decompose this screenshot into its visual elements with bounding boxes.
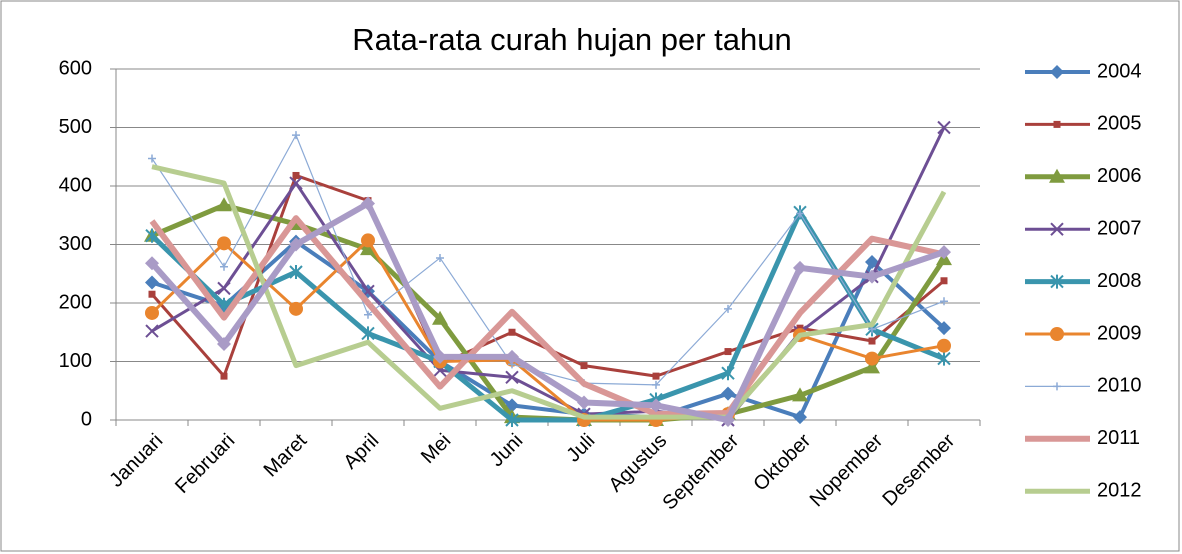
- series: [151, 164, 947, 420]
- marker: [505, 349, 519, 364]
- marker: [937, 321, 951, 336]
- marker: [217, 336, 231, 351]
- series: [149, 215, 945, 418]
- marker: [505, 413, 519, 427]
- series-line: [150, 238, 945, 422]
- marker: [937, 245, 951, 260]
- marker: [145, 275, 159, 290]
- marker: [652, 372, 660, 380]
- series-line: [151, 134, 945, 386]
- marker: [724, 304, 732, 313]
- marker: [217, 236, 231, 251]
- marker: [793, 410, 807, 425]
- marker: [721, 386, 735, 401]
- marker: [940, 297, 948, 306]
- series-line: [151, 164, 947, 420]
- marker: [940, 277, 948, 285]
- y-tick-label: 0: [81, 408, 92, 430]
- marker: [796, 209, 804, 218]
- legend-label: 2011: [1097, 427, 1140, 449]
- y-tick-label: 600: [59, 57, 92, 79]
- marker: [433, 349, 447, 364]
- marker: [865, 351, 879, 366]
- marker: [793, 260, 807, 275]
- marker: [289, 237, 303, 252]
- marker: [652, 380, 660, 389]
- marker: [864, 359, 880, 374]
- marker: [364, 310, 372, 319]
- marker: [1050, 65, 1064, 79]
- y-tick-label: 300: [59, 233, 92, 255]
- marker: [217, 281, 231, 296]
- marker: [361, 326, 375, 341]
- marker: [220, 262, 228, 271]
- legend-label: 2007: [1097, 217, 1142, 239]
- marker: [1049, 168, 1065, 183]
- marker: [508, 328, 516, 336]
- legend-label: 2005: [1097, 113, 1142, 135]
- marker: [1050, 222, 1064, 236]
- marker: [937, 338, 951, 353]
- marker: [361, 233, 375, 248]
- marker: [145, 228, 159, 243]
- legend-label: 2008: [1097, 270, 1142, 292]
- marker: [145, 324, 159, 338]
- marker: [721, 366, 735, 381]
- marker: [289, 176, 303, 190]
- marker: [577, 395, 591, 410]
- marker: [505, 370, 519, 385]
- marker: [1050, 327, 1064, 341]
- marker: [721, 413, 735, 427]
- marker: [1053, 120, 1061, 128]
- marker: [432, 310, 448, 325]
- marker: [649, 398, 663, 413]
- marker: [220, 372, 228, 380]
- marker: [796, 324, 804, 332]
- marker: [580, 362, 588, 370]
- y-tick-label: 200: [59, 291, 92, 313]
- marker: [865, 255, 879, 270]
- marker: [292, 131, 300, 140]
- marker: [360, 241, 376, 256]
- marker: [865, 269, 879, 284]
- marker: [937, 351, 951, 366]
- marker: [216, 197, 232, 212]
- marker: [724, 348, 732, 356]
- marker: [145, 305, 159, 320]
- series-line: [151, 126, 946, 422]
- marker: [289, 301, 303, 316]
- marker: [792, 387, 808, 402]
- legend-label: 2006: [1097, 165, 1142, 187]
- marker: [937, 120, 951, 135]
- series-line: [149, 215, 945, 418]
- y-tick-label: 100: [59, 350, 92, 372]
- marker: [289, 264, 303, 279]
- legend-label: 2004: [1097, 60, 1142, 82]
- marker: [1053, 382, 1061, 391]
- legend-label: 2009: [1097, 322, 1142, 344]
- marker: [436, 253, 444, 262]
- y-tick-label: 500: [59, 116, 92, 138]
- y-tick-label: 400: [59, 174, 92, 196]
- legend-label: 2010: [1097, 375, 1142, 397]
- marker: [148, 154, 156, 163]
- series-line: [149, 200, 945, 423]
- marker: [361, 196, 375, 211]
- series: [145, 196, 951, 427]
- marker: [148, 290, 156, 298]
- marker: [868, 337, 876, 345]
- legend-label: 2012: [1097, 479, 1142, 501]
- marker: [145, 256, 159, 271]
- chart-title: Rata-rata curah hujan per tahun: [352, 22, 791, 57]
- marker: [1050, 274, 1064, 289]
- marker: [292, 171, 300, 179]
